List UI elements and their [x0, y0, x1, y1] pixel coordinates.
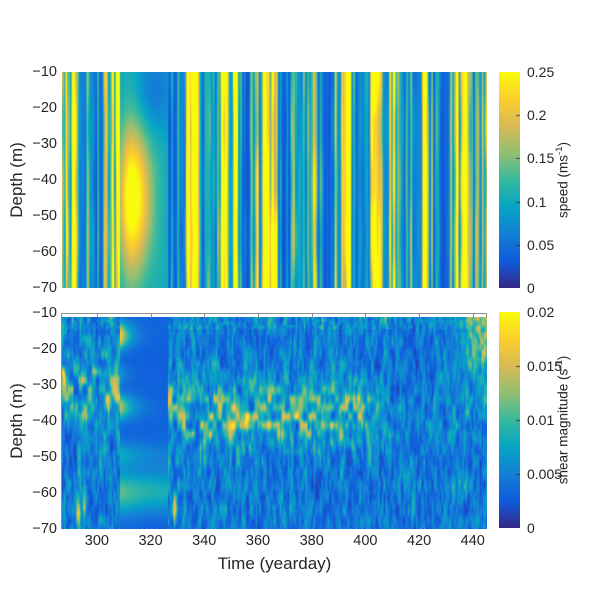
x-tick-label: 440	[460, 533, 485, 549]
speed-colorbar-tick-label: 0	[527, 280, 535, 296]
x-tick-mark	[365, 314, 366, 318]
x-tick-label: 360	[245, 533, 271, 549]
x-tick-mark	[151, 314, 152, 318]
speed-colorbar-label: speed (ms-1)	[554, 142, 571, 218]
shear-colorbar	[499, 312, 520, 528]
top-y-tick-label: −40	[32, 171, 57, 188]
x-tick-mark	[258, 314, 259, 318]
x-tick-mark	[97, 314, 98, 318]
speed-colorbar-tick-label: 0.05	[527, 236, 555, 253]
x-tick-mark	[473, 314, 474, 318]
shear-colorbar-tick-label: 0.015	[527, 358, 563, 374]
bottom-y-tick-label: −10	[32, 304, 57, 321]
bottom-y-tick-label: −40	[32, 412, 57, 429]
shear-colorbar-tick-label: 0.02	[527, 304, 555, 320]
x-tick-label: 320	[138, 533, 163, 549]
speed-colorbar-label-pre: speed (ms	[555, 154, 571, 218]
x-tick-mark	[419, 314, 420, 318]
bottom-y-tick-label: −20	[32, 340, 57, 357]
speed-colorbar-tick-label: 0.15	[527, 150, 555, 167]
x-axis-title: Time (yearday)	[217, 554, 332, 573]
x-tick-label: 400	[353, 533, 378, 549]
top-y-tick-label: −60	[32, 243, 57, 260]
speed-colorbar-tick-label: 0.2	[527, 107, 547, 124]
bottom-y-tick-label: −50	[32, 448, 57, 465]
shear-colorbar-tick-label: 0.01	[527, 412, 555, 428]
speed-colorbar-label-sup: -1	[553, 146, 565, 155]
speed-colorbar-label-post: )	[555, 142, 571, 147]
top-y-tick-label: −30	[32, 135, 57, 152]
speed-colorbar-tick-label: 0.25	[527, 64, 555, 80]
bottom-y-tick-label: −30	[32, 376, 57, 393]
shear-heatmap	[62, 317, 487, 529]
speed-colorbar-tick-label: 0.1	[527, 193, 547, 210]
x-tick-label: 380	[299, 533, 324, 549]
x-tick-label: 420	[406, 533, 432, 549]
top-y-tick-label: −70	[32, 279, 57, 296]
shear-colorbar-tick-label: 0	[527, 520, 535, 536]
x-tick-label: 340	[192, 533, 217, 549]
speed-colorbar	[499, 72, 520, 288]
bottom-y-tick-label: −60	[32, 484, 57, 501]
top-y-tick-label: −50	[32, 207, 57, 224]
shear-colorbar-label: shear magnitude (s-1)	[554, 356, 571, 485]
x-tick-label: 300	[84, 533, 109, 549]
bottom-y-tick-label: −70	[32, 520, 57, 537]
speed-heatmap	[62, 72, 487, 288]
top-y-tick-label: −10	[32, 63, 57, 80]
shear-colorbar-tick-label: 0.005	[527, 466, 563, 482]
top-y-tick-label: −20	[32, 99, 57, 116]
x-tick-mark	[312, 314, 313, 318]
x-tick-mark	[204, 314, 205, 318]
